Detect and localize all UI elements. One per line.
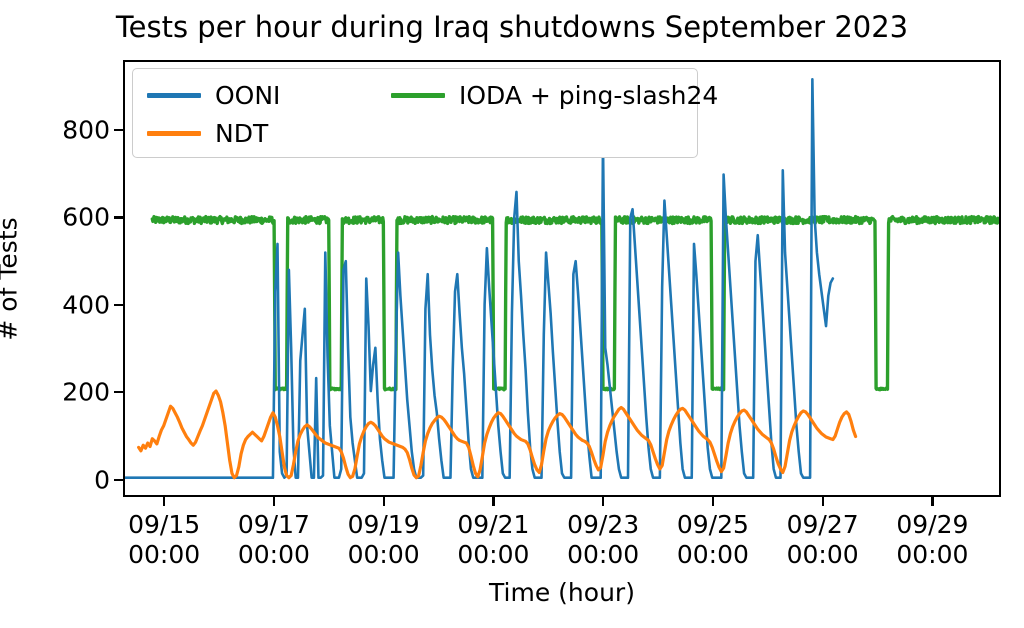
y-tick-label: 200 — [62, 377, 110, 407]
y-axis-label: # of Tests — [0, 216, 23, 340]
y-tick-label: 600 — [62, 202, 110, 232]
x-tick-label: 09/23 00:00 — [567, 510, 640, 569]
x-tick-mark — [821, 497, 824, 506]
y-tick-label: 0 — [94, 465, 110, 495]
series-line-ndt — [137, 389, 858, 480]
x-tick-label: 09/21 00:00 — [457, 510, 530, 569]
x-tick-label: 09/15 00:00 — [128, 510, 201, 569]
x-tick-label: 09/19 00:00 — [347, 510, 420, 569]
x-tick-label: 09/25 00:00 — [676, 510, 749, 569]
plot-lines — [125, 78, 999, 480]
series-line-ioda — [150, 214, 999, 392]
y-tick-label: 800 — [62, 115, 110, 145]
y-tick-mark — [114, 216, 123, 219]
x-tick-mark — [711, 497, 715, 506]
chart-title: Tests per hour during Iraq shutdowns Sep… — [115, 10, 909, 44]
x-tick-label: 09/27 00:00 — [786, 510, 859, 569]
y-tick-mark — [114, 478, 123, 481]
legend-label-ioda: IODA + ping-slash24 — [459, 81, 719, 110]
y-tick-mark — [114, 391, 123, 394]
legend-item-ndt: NDT — [147, 119, 268, 148]
legend-swatch-ndt — [147, 131, 201, 136]
x-tick-mark — [272, 497, 276, 506]
x-tick-mark — [163, 497, 166, 506]
x-tick-mark — [492, 497, 495, 506]
x-tick-mark — [931, 497, 934, 506]
legend-label-ndt: NDT — [215, 119, 269, 148]
legend-item-ioda: IODA + ping-slash24 — [391, 81, 718, 110]
legend-swatch-ooni — [147, 93, 201, 98]
legend-swatch-ioda — [391, 93, 445, 98]
x-tick-label: 09/17 00:00 — [237, 510, 310, 569]
legend-item-ooni: OONI — [147, 81, 280, 110]
y-tick-mark — [114, 303, 123, 306]
x-tick-mark — [602, 497, 605, 506]
chart-legend: OONI NDT IODA + ping-slash24 — [132, 68, 718, 158]
x-tick-label: 09/29 00:00 — [896, 510, 969, 569]
y-tick-mark — [114, 128, 123, 132]
x-axis-label: Time (hour) — [489, 578, 635, 607]
x-tick-mark — [382, 497, 385, 506]
y-tick-label: 400 — [62, 290, 110, 320]
legend-label-ooni: OONI — [215, 81, 281, 110]
